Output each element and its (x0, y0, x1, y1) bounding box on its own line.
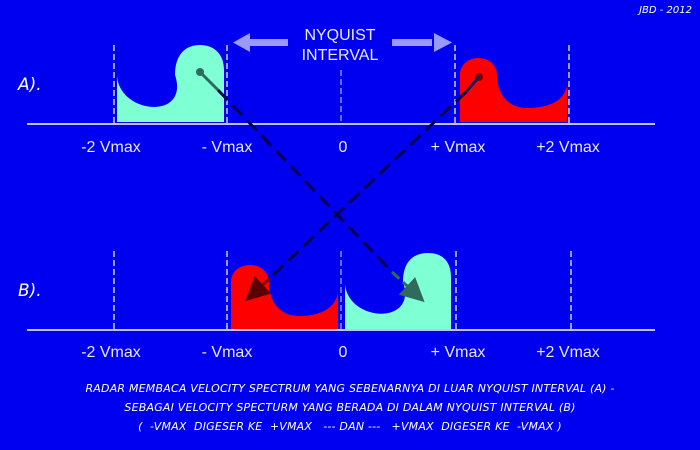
panel-b-label: B). (18, 281, 42, 301)
credit-label: JBD - 2012 (637, 5, 692, 16)
caption-line2: SEBAGAI VELOCITY SPECTURM YANG BERADA DI… (124, 401, 576, 414)
spectrum-b-cyan (345, 253, 451, 329)
spectrum-a-cyan (117, 45, 224, 122)
spectrum-a-red (460, 58, 567, 122)
arrow-left-icon (233, 33, 288, 52)
tick-b-zero: 0 (339, 344, 348, 361)
fold-arrow-plus-to-minus (245, 73, 483, 302)
nyquist-label-line1: NYQUIST (304, 27, 375, 44)
tick-a-minus2vmax: -2 Vmax (81, 139, 141, 156)
panel-b: -2 Vmax - Vmax 0 + Vmax +2 Vmax B). (18, 251, 655, 361)
panel-a-label: A). (17, 75, 42, 95)
tick-a-plus2vmax: +2 Vmax (536, 139, 600, 156)
caption-line3: ( -VMAX DIGESER KE +VMAX --- DAN --- +VM… (138, 420, 562, 433)
tick-a-zero: 0 (339, 139, 348, 156)
nyquist-interval-indicator: NYQUIST INTERVAL (233, 27, 452, 64)
nyquist-label-line2: INTERVAL (302, 47, 379, 64)
tick-b-minusvmax: - Vmax (202, 344, 253, 361)
panel-a: -2 Vmax - Vmax 0 + Vmax +2 Vmax A). (17, 45, 655, 156)
tick-b-minus2vmax: -2 Vmax (81, 344, 141, 361)
tick-a-minusvmax: - Vmax (202, 139, 253, 156)
fold-arrow-minus-to-plus (196, 68, 425, 303)
tick-b-plus2vmax: +2 Vmax (536, 344, 600, 361)
arrow-right-icon (392, 33, 452, 52)
spectrum-b-red (231, 265, 338, 329)
tick-a-plusvmax: + Vmax (431, 139, 486, 156)
tick-b-plusvmax: + Vmax (431, 344, 486, 361)
caption-line1: RADAR MEMBACA VELOCITY SPECTRUM YANG SEB… (85, 382, 615, 395)
